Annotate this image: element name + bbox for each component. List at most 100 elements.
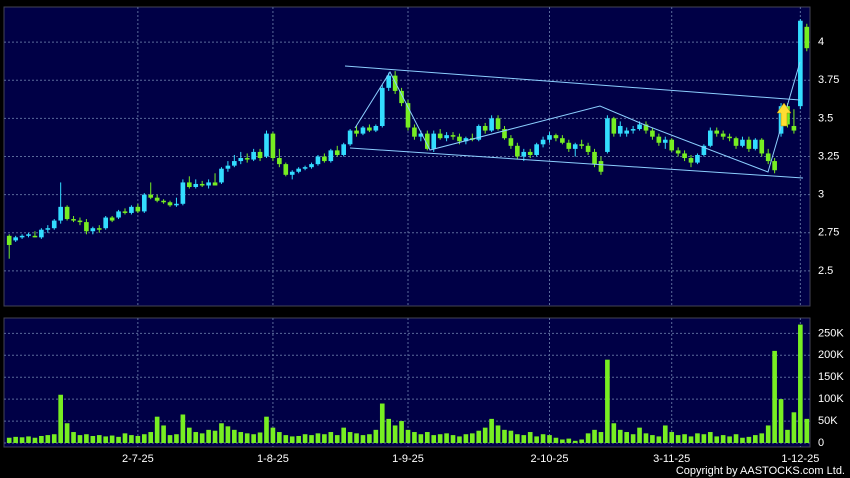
volume-bar [778, 399, 784, 443]
volume-bar [450, 435, 456, 443]
volume-bar [785, 429, 790, 443]
candle-body [199, 183, 205, 186]
candle-body [720, 133, 726, 137]
candle-body [740, 139, 745, 146]
candle-body [39, 229, 44, 238]
candle-body [598, 161, 604, 172]
volume-bar [482, 427, 488, 443]
volume-bar [251, 434, 256, 443]
candle-body [277, 158, 282, 165]
candle-body [733, 138, 739, 146]
candle-body [109, 217, 115, 221]
volume-bar [457, 436, 462, 443]
candle-body [540, 139, 546, 145]
volume-bar [418, 434, 424, 443]
candle-body [186, 182, 192, 188]
volume-bar [347, 432, 353, 443]
candle-body [334, 150, 340, 155]
candle-body [643, 124, 649, 131]
volume-bar [238, 432, 244, 443]
candle-body [785, 106, 790, 125]
candle-body [122, 211, 128, 213]
volume-bar [534, 436, 539, 443]
y-tick-label: 3.5 [818, 112, 833, 124]
volume-bar [103, 436, 109, 443]
candle-body [450, 135, 456, 137]
volume-bar [225, 426, 231, 443]
candle-body [444, 135, 449, 139]
candle-body [791, 125, 797, 131]
volume-bar [116, 436, 121, 443]
candle-body [373, 125, 379, 131]
candle-body [77, 220, 83, 223]
candle-body [322, 156, 327, 162]
candle-body [347, 130, 353, 145]
candle-body [174, 203, 179, 206]
candle-body [289, 171, 295, 175]
y2-tick-label: 150K [818, 371, 844, 383]
volume-bar [675, 435, 681, 443]
volume-bar [521, 435, 527, 443]
volume-bar [566, 438, 572, 443]
volume-bar [502, 429, 507, 443]
candle-body [431, 133, 437, 149]
volume-bar [109, 435, 115, 443]
volume-bar [585, 433, 591, 443]
volume-bar [707, 432, 713, 443]
volume-bar [141, 434, 147, 443]
candle-body [225, 165, 231, 169]
x-tick-label: 2-7-25 [122, 453, 154, 465]
volume-bar [650, 435, 655, 443]
volume-bar [791, 412, 797, 443]
x-tick-label: 2-10-25 [531, 453, 569, 465]
volume-bar [360, 435, 366, 443]
volume-bar [476, 430, 482, 443]
volume-bar [431, 435, 437, 443]
candle-body [695, 154, 700, 163]
y-tick-label: 3 [818, 189, 824, 201]
candle-body [489, 118, 494, 131]
volume-bar [174, 434, 179, 443]
candle-body [463, 138, 469, 142]
volume-bar [759, 433, 765, 443]
candle-body [637, 124, 642, 130]
volume-bar [212, 430, 218, 443]
y-tick-label: 2.75 [818, 227, 839, 239]
volume-bar [90, 435, 96, 443]
candle-body [51, 220, 57, 229]
candle-body [547, 135, 552, 140]
volume-bar [515, 434, 520, 443]
volume-bar [71, 432, 76, 443]
volume-bar [167, 435, 173, 443]
volume-bar [405, 429, 411, 443]
candle-body [32, 235, 38, 238]
candle-body [96, 228, 102, 230]
candle-body [527, 151, 533, 155]
volume-bar [244, 433, 250, 443]
volume-bar [193, 432, 199, 443]
volume-bar [630, 434, 636, 443]
volume-bar [753, 435, 758, 443]
candle-body [90, 228, 96, 232]
candle-body [592, 151, 597, 165]
volume-bar [470, 433, 475, 443]
candle-body [116, 211, 121, 218]
candle-body [560, 138, 565, 143]
volume-bar [765, 425, 771, 443]
volume-bar [720, 435, 726, 443]
copyright: Copyright by AASTOCKS.com Ltd. [676, 465, 845, 477]
volume-bar [122, 433, 128, 443]
candle-body [302, 167, 308, 169]
volume-bar [412, 432, 417, 443]
candle-body [315, 156, 321, 165]
volume-bar [560, 439, 565, 443]
volume-bar [64, 423, 70, 443]
volume-bar [682, 434, 687, 443]
y2-tick-label: 50K [818, 415, 838, 427]
volume-bar [264, 416, 269, 443]
candle-body [572, 144, 578, 149]
candle-body [765, 153, 771, 162]
candle-body [534, 144, 539, 155]
volume-bar [96, 435, 102, 443]
